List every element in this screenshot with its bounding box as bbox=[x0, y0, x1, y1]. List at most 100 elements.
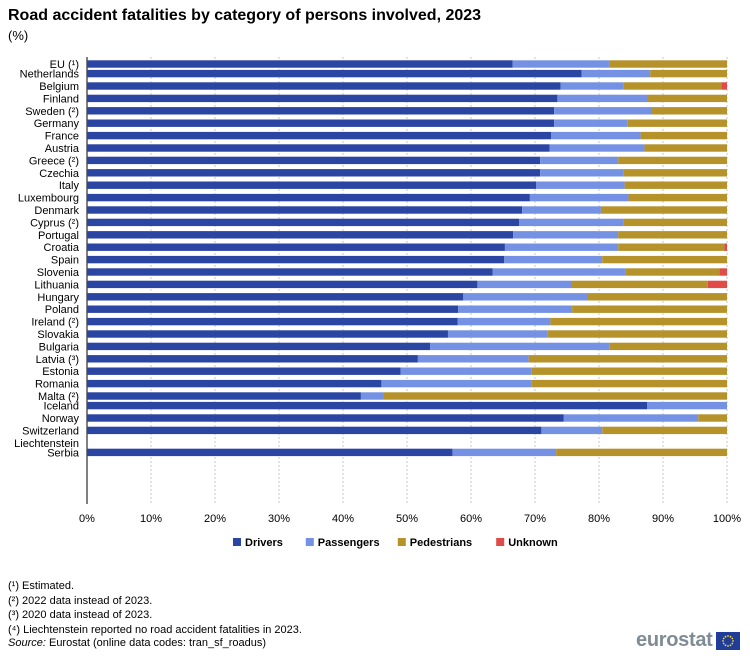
category-label: Slovakia bbox=[37, 329, 79, 341]
bar-segment-unknown bbox=[707, 280, 727, 289]
bar-segment-pedestrians bbox=[698, 414, 727, 422]
bar-segment-passengers bbox=[447, 330, 548, 338]
bar-segment-pedestrians bbox=[609, 60, 727, 68]
category-label: Portugal bbox=[38, 230, 79, 242]
bar-segment-passengers bbox=[452, 448, 557, 457]
x-axis-ticks: 0% 10% 20% 30% 40% 50% 60% 70% 80% 90% 100% bbox=[79, 513, 741, 525]
bar-segment-pedestrians bbox=[600, 206, 727, 214]
category-label: Estonia bbox=[42, 366, 80, 378]
bar-segment-drivers bbox=[87, 60, 513, 68]
bar-segment-pedestrians bbox=[531, 379, 727, 388]
bar-segment-passengers bbox=[492, 268, 626, 276]
bar-segment-pedestrians bbox=[572, 305, 727, 313]
bar-segment-unknown bbox=[721, 82, 727, 90]
bar-segment-passengers bbox=[477, 280, 572, 289]
legend-swatch bbox=[305, 538, 314, 546]
category-label: Malta (²) bbox=[38, 391, 79, 403]
bar-segment-drivers bbox=[87, 330, 448, 338]
category-label: Iceland bbox=[44, 401, 79, 413]
bar-segment-pedestrians bbox=[650, 69, 727, 78]
x-tick-label: 80% bbox=[588, 513, 610, 525]
category-label: Liechtenstein bbox=[14, 438, 79, 450]
x-tick-label: 60% bbox=[460, 513, 482, 525]
bar-segment-drivers bbox=[87, 156, 541, 165]
bar-segment-drivers bbox=[87, 268, 493, 276]
bar-segment-passengers bbox=[540, 169, 624, 177]
bar-segment-drivers bbox=[87, 448, 453, 457]
bar-segment-passengers bbox=[504, 243, 619, 251]
bar-segment-unknown bbox=[719, 268, 727, 276]
chart-title: Road accident fatalities by category of … bbox=[8, 7, 482, 24]
eurostat-logo: eurostat bbox=[636, 629, 740, 652]
bar-segment-passengers bbox=[512, 60, 610, 68]
bar-segment-passengers bbox=[417, 355, 529, 363]
x-tick-label: 20% bbox=[204, 513, 226, 525]
bar-segment-passengers bbox=[536, 181, 625, 189]
chart-subtitle: (%) bbox=[8, 28, 29, 43]
bar-segment-passengers bbox=[529, 193, 629, 202]
bar-segment-pedestrians bbox=[618, 156, 727, 165]
bar-segment-pedestrians bbox=[647, 94, 727, 103]
legend: Drivers Passengers Pedestrians Unknown bbox=[233, 537, 558, 549]
bar-segment-passengers bbox=[513, 231, 619, 239]
bar-segment-pedestrians bbox=[623, 169, 727, 177]
bar-segment-drivers bbox=[87, 414, 564, 422]
bar-segment-drivers bbox=[87, 367, 401, 375]
x-tick-label: 100% bbox=[713, 513, 741, 525]
bar-segment-drivers bbox=[87, 392, 361, 400]
bar-segment-passengers bbox=[457, 317, 551, 326]
category-label: Austria bbox=[45, 143, 80, 155]
category-label: Croatia bbox=[44, 242, 80, 254]
category-label: EU (¹) bbox=[50, 59, 79, 71]
bar-segment-passengers bbox=[647, 401, 727, 410]
bar-segment-drivers bbox=[87, 82, 561, 90]
bar-segment-pedestrians bbox=[528, 355, 727, 363]
legend-label: Pedestrians bbox=[410, 537, 472, 549]
bar-segment-passengers bbox=[381, 379, 532, 388]
bar-segment-passengers bbox=[540, 156, 619, 165]
bar-segment-drivers bbox=[87, 379, 382, 388]
category-label: Netherlands bbox=[20, 69, 80, 81]
bar-segment-drivers bbox=[87, 243, 505, 251]
category-label: Switzerland bbox=[22, 425, 79, 437]
category-label: France bbox=[45, 131, 79, 143]
category-label: Latvia (³) bbox=[36, 354, 79, 366]
category-label: Bulgaria bbox=[39, 341, 80, 353]
bar-segment-drivers bbox=[87, 280, 478, 289]
bar-segment-drivers bbox=[87, 206, 523, 214]
category-label: Spain bbox=[51, 255, 79, 267]
x-tick-label: 40% bbox=[332, 513, 354, 525]
bar-segment-drivers bbox=[87, 255, 505, 264]
bar-segment-passengers bbox=[360, 392, 384, 400]
bar-segment-pedestrians bbox=[644, 144, 727, 152]
bar-segment-passengers bbox=[560, 82, 624, 90]
category-label: Greece (²) bbox=[29, 155, 79, 167]
bar-segment-passengers bbox=[581, 69, 651, 78]
legend-swatch bbox=[397, 538, 406, 546]
bar-segment-pedestrians bbox=[531, 367, 727, 375]
bar-segment-pedestrians bbox=[627, 119, 727, 127]
bar-segment-pedestrians bbox=[383, 392, 727, 400]
category-label: Romania bbox=[35, 379, 80, 391]
legend-label: Passengers bbox=[318, 537, 380, 549]
logo-text: eurostat bbox=[636, 629, 713, 651]
footnote: (³) 2020 data instead of 2023. bbox=[8, 609, 153, 621]
bar-segment-drivers bbox=[87, 355, 418, 363]
footnotes: (¹) Estimated. (²) 2022 data instead of … bbox=[8, 579, 302, 637]
bars bbox=[87, 60, 727, 457]
bar-segment-pedestrians bbox=[628, 193, 727, 202]
bar-segment-passengers bbox=[554, 107, 652, 115]
legend-swatch bbox=[233, 538, 241, 546]
bar-segment-passengers bbox=[400, 367, 532, 375]
bar-segment-pedestrians bbox=[550, 317, 727, 326]
bar-segment-pedestrians bbox=[556, 448, 727, 457]
footnote: (²) 2022 data instead of 2023. bbox=[8, 594, 153, 607]
source-label: Source: bbox=[8, 637, 46, 649]
bar-segment-drivers bbox=[87, 193, 530, 202]
legend-swatch bbox=[496, 538, 505, 546]
bar-segment-drivers bbox=[87, 342, 431, 351]
bar-segment-passengers bbox=[463, 293, 588, 301]
bar-segment-drivers bbox=[87, 305, 459, 313]
